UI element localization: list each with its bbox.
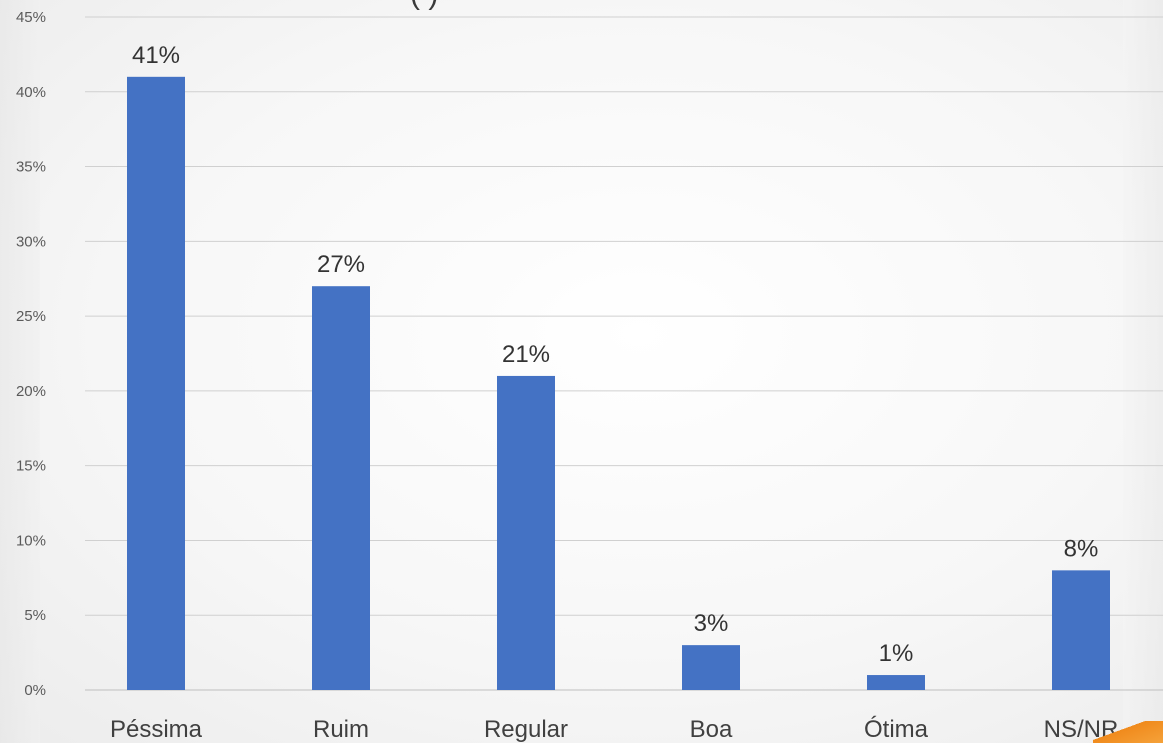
- background-stripe-left: [0, 0, 40, 743]
- x-tick-label: Boa: [690, 716, 733, 743]
- y-tick-label: 25%: [16, 308, 46, 325]
- background-stripe-right: [1123, 0, 1163, 743]
- data-label: 21%: [502, 341, 550, 368]
- bar--tima: [867, 675, 925, 690]
- data-label: 41%: [132, 42, 180, 69]
- y-tick-label: 20%: [16, 383, 46, 400]
- bar-ruim: [312, 286, 370, 690]
- data-label: 1%: [879, 640, 914, 667]
- bar-regular: [497, 375, 555, 690]
- y-tick-label: 10%: [16, 532, 46, 549]
- y-tick-label: 40%: [16, 84, 46, 101]
- bar-ns-nr: [1052, 570, 1110, 690]
- data-label: 3%: [694, 610, 729, 637]
- bar-p-ssima: [127, 76, 185, 691]
- y-tick-label: 5%: [24, 607, 46, 624]
- chart-title-fragment: ( ): [410, 0, 780, 11]
- x-tick-label: Péssima: [110, 716, 203, 743]
- data-label: 27%: [317, 251, 365, 278]
- orange-accent-corner: [1093, 721, 1163, 743]
- y-tick-label: 35%: [16, 159, 46, 176]
- data-label: 8%: [1064, 535, 1099, 562]
- y-tick-label: 15%: [16, 458, 46, 475]
- y-tick-label: 45%: [16, 9, 46, 26]
- x-tick-label: Regular: [484, 716, 568, 743]
- y-tick-label: 30%: [16, 233, 46, 250]
- x-tick-label: Ruim: [313, 716, 369, 743]
- x-tick-label: Ótima: [864, 716, 929, 743]
- bar-boa: [682, 645, 740, 690]
- y-tick-label: 0%: [24, 682, 46, 699]
